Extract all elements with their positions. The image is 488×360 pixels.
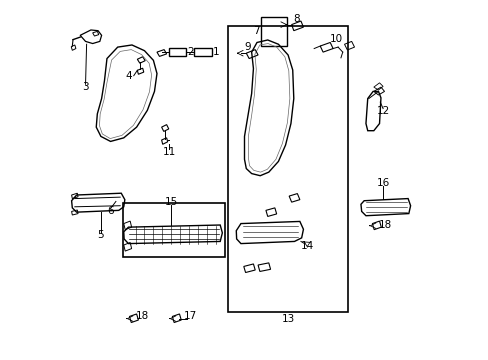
Text: 10: 10 bbox=[329, 34, 343, 44]
Bar bbox=[123, 203, 224, 257]
Text: 11: 11 bbox=[163, 147, 176, 157]
Text: 6: 6 bbox=[107, 206, 114, 216]
Text: 16: 16 bbox=[376, 178, 389, 188]
Text: 12: 12 bbox=[376, 107, 389, 116]
Text: 9: 9 bbox=[244, 42, 251, 52]
Bar bbox=[169, 48, 185, 56]
Bar bbox=[193, 48, 211, 56]
Text: 15: 15 bbox=[164, 197, 178, 207]
Text: 13: 13 bbox=[281, 314, 294, 324]
Text: 1: 1 bbox=[212, 47, 219, 57]
Text: 7: 7 bbox=[252, 26, 259, 36]
Text: 2: 2 bbox=[186, 47, 193, 57]
Bar bbox=[228, 26, 347, 312]
Text: 5: 5 bbox=[97, 230, 103, 240]
Text: 17: 17 bbox=[183, 311, 197, 321]
Text: 18: 18 bbox=[378, 220, 391, 230]
Text: 4: 4 bbox=[125, 71, 131, 81]
Text: 8: 8 bbox=[292, 14, 299, 23]
Text: 18: 18 bbox=[136, 311, 149, 321]
Text: 14: 14 bbox=[300, 241, 313, 251]
Bar bbox=[260, 18, 287, 46]
Text: 3: 3 bbox=[82, 82, 89, 92]
